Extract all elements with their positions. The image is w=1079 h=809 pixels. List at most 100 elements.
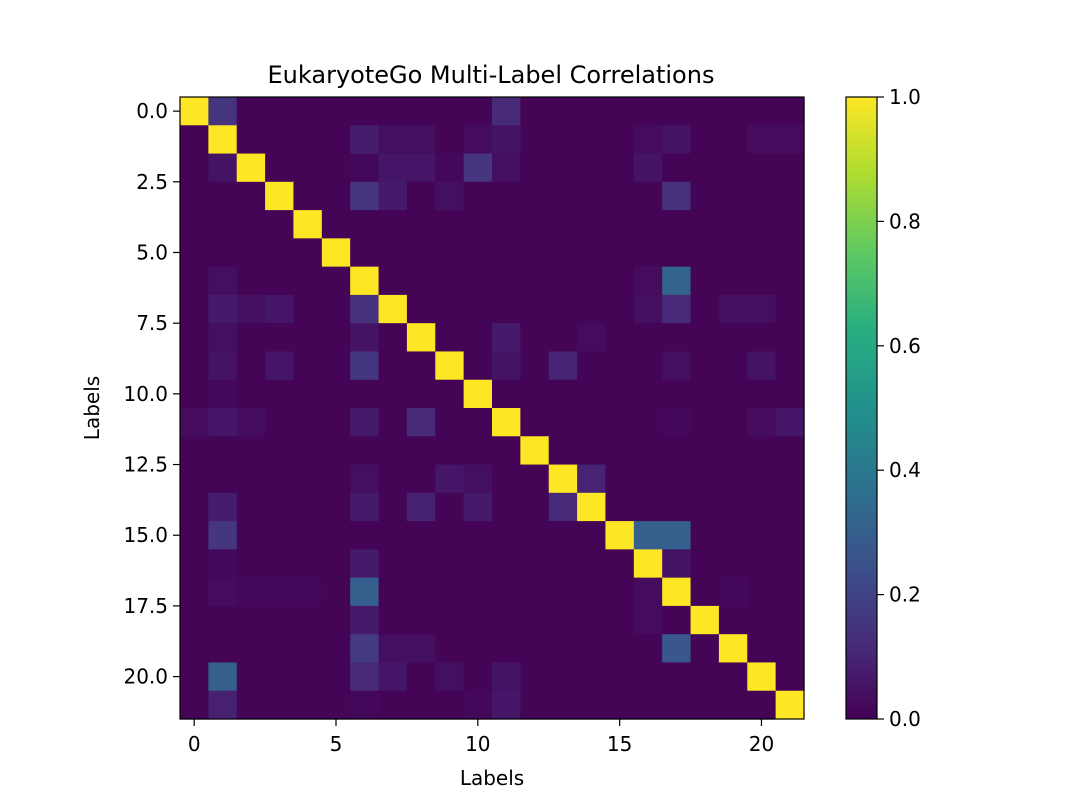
heatmap-cell — [605, 379, 635, 409]
heatmap-cell — [690, 238, 720, 268]
heatmap-cell — [605, 153, 635, 183]
heatmap-cell — [605, 436, 635, 466]
heatmap-cell — [265, 153, 295, 183]
heatmap-cell — [718, 210, 748, 239]
heatmap-cell — [548, 662, 578, 692]
heatmap-cell — [180, 492, 209, 522]
heatmap-cell — [378, 266, 408, 296]
heatmap-cell — [520, 181, 550, 211]
heatmap-cell — [236, 436, 266, 466]
heatmap-cell — [350, 549, 380, 579]
heatmap-cell — [208, 210, 238, 239]
heatmap-cell — [265, 492, 295, 522]
heatmap-cell — [577, 662, 607, 692]
heatmap-cell — [208, 577, 238, 607]
heatmap-cell — [577, 351, 607, 381]
heatmap-cell — [208, 323, 238, 353]
heatmap-cell — [208, 605, 238, 635]
heatmap-cell — [180, 464, 209, 494]
heatmap-cell — [662, 634, 692, 664]
heatmap-cell — [747, 549, 777, 579]
heatmap-cell — [463, 464, 493, 494]
heatmap-cell — [492, 690, 521, 720]
heatmap-cell — [662, 464, 692, 494]
heatmap-cell — [577, 492, 607, 522]
heatmap-cell — [605, 266, 635, 296]
heatmap-cell — [208, 125, 238, 155]
heatmap-cell — [321, 492, 351, 522]
heatmap-cell — [492, 521, 521, 550]
heatmap-cell — [406, 210, 436, 239]
heatmap-cell — [633, 492, 663, 522]
heatmap-cell — [435, 492, 465, 522]
heatmap-cell — [463, 153, 493, 183]
heatmap-cell — [435, 294, 465, 324]
heatmap-cell — [747, 464, 777, 494]
heatmap-cell — [718, 492, 748, 522]
heatmap-cell — [236, 238, 266, 268]
heatmap-cell — [236, 662, 266, 692]
heatmap-cell — [406, 97, 436, 126]
heatmap-cell — [633, 181, 663, 211]
heatmap-cell — [208, 492, 238, 522]
heatmap-cell — [350, 492, 380, 522]
heatmap-cell — [378, 492, 408, 522]
heatmap-cell — [406, 153, 436, 183]
heatmap-cell — [577, 294, 607, 324]
heatmap-cell — [208, 464, 238, 494]
heatmap-cell — [321, 408, 351, 437]
heatmap-cell — [321, 351, 351, 381]
heatmap-cell — [775, 238, 805, 268]
heatmap-cell — [293, 577, 323, 607]
heatmap-cell — [577, 436, 607, 466]
heatmap-cell — [548, 408, 578, 437]
heatmap-cell — [775, 464, 805, 494]
heatmap-cell — [548, 634, 578, 664]
x-tick-label: 15 — [607, 732, 632, 756]
heatmap-cell — [747, 436, 777, 466]
heatmap-cell — [236, 323, 266, 353]
heatmap-cell — [435, 153, 465, 183]
colorbar-tick-label: 1.0 — [889, 85, 921, 109]
heatmap-cell — [321, 323, 351, 353]
heatmap-cell — [775, 492, 805, 522]
heatmap-cell — [492, 662, 521, 692]
heatmap-cell — [463, 181, 493, 211]
heatmap-cell — [718, 125, 748, 155]
heatmap-cell — [633, 125, 663, 155]
heatmap-cell — [577, 408, 607, 437]
heatmap-cell — [208, 662, 238, 692]
heatmap-cell — [690, 634, 720, 664]
heatmap-cell — [435, 690, 465, 720]
heatmap-cell — [321, 690, 351, 720]
heatmap-cell — [662, 181, 692, 211]
heatmap-cell — [293, 521, 323, 550]
heatmap-cell — [350, 436, 380, 466]
heatmap-cell — [463, 97, 493, 126]
heatmap-cell — [690, 210, 720, 239]
heatmap-cell — [463, 238, 493, 268]
heatmap-cell — [718, 634, 748, 664]
heatmap-cell — [577, 549, 607, 579]
heatmap-cell — [747, 634, 777, 664]
heatmap-cell — [435, 323, 465, 353]
heatmap-cell — [208, 153, 238, 183]
heatmap-cell — [265, 97, 295, 126]
heatmap-cell — [350, 577, 380, 607]
heatmap-cell — [321, 436, 351, 466]
heatmap-cell — [180, 379, 209, 409]
heatmap-cell — [548, 351, 578, 381]
heatmap-cell — [548, 210, 578, 239]
heatmap-cell — [293, 351, 323, 381]
heatmap-cell — [321, 153, 351, 183]
heatmap-cell — [718, 521, 748, 550]
heatmap-cell — [633, 408, 663, 437]
heatmap-cell — [265, 577, 295, 607]
heatmap-cell — [321, 464, 351, 494]
heatmap-cell — [662, 605, 692, 635]
heatmap-cell — [293, 408, 323, 437]
heatmap-cell — [548, 97, 578, 126]
heatmap-cell — [718, 323, 748, 353]
heatmap-cell — [747, 662, 777, 692]
heatmap-cell — [378, 125, 408, 155]
